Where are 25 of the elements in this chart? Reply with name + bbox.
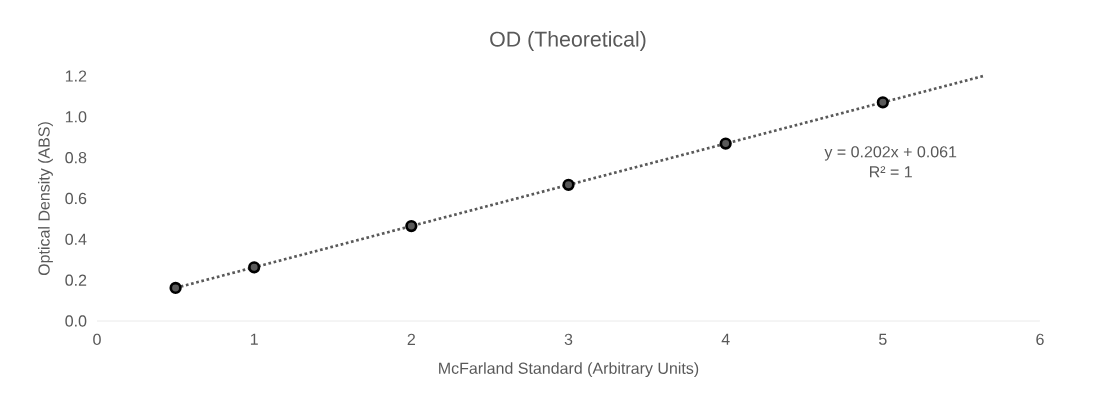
x-tick-label: 3: [564, 333, 573, 346]
y-axis-title: Optical Density (ABS): [37, 122, 53, 276]
point: [248, 261, 261, 274]
y-tick-label: 0.0: [65, 315, 87, 327]
annotation: y = 0.202x + 0.061: [824, 146, 957, 161]
point: [169, 281, 182, 295]
y-tick-label: 0.8: [65, 152, 87, 164]
y-tick-label: 0.2: [65, 274, 87, 286]
x-tick-label: 5: [879, 333, 887, 345]
x-tick-label: 4: [721, 333, 730, 345]
y-tick-label: 1.2: [65, 70, 87, 82]
x-tick-label: 0: [93, 333, 101, 346]
x-tick-label: 6: [1036, 333, 1044, 346]
y-tick-label: 0.4: [65, 233, 87, 245]
annotation: R² = 1: [870, 166, 912, 178]
y-tick-label: 0.6: [65, 192, 87, 205]
x-tick-label: 1: [250, 333, 258, 345]
x-tick-label: 2: [407, 333, 415, 345]
point: [405, 219, 418, 233]
point: [876, 96, 889, 109]
point: [719, 137, 732, 150]
point: [562, 178, 575, 191]
y-tick-label: 1.0: [65, 111, 87, 123]
chart-title: OD (Theoretical): [490, 31, 646, 51]
x-axis-title: McFarland Standard (Arbitrary Units): [439, 362, 699, 378]
